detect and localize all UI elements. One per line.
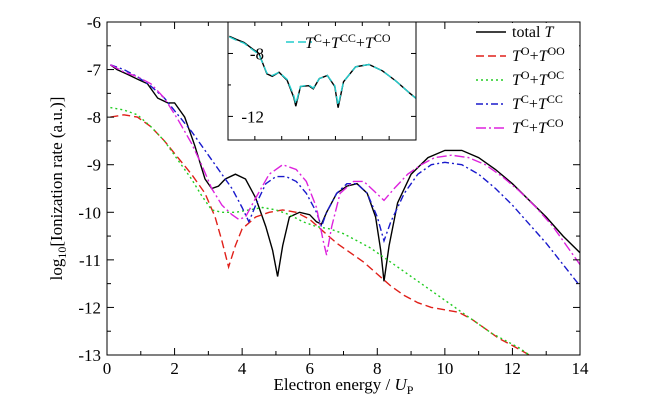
x-axis-title: Electron energy / UP: [274, 375, 414, 397]
main-chart: 0 2 4 6 8 10 12 14 -13 -12 -11 -10 -9 -8 -7 -6 Electron …: [47, 13, 589, 397]
inset-chart: -8 -12 TC+TCC+TCO: [227, 21, 417, 141]
series-line-t-c-t-co: [110, 64, 580, 266]
inset-y-tick-label: -8: [250, 44, 264, 63]
inset-legend: TC+TCC+TCO: [286, 31, 391, 52]
legend-background: [472, 23, 579, 145]
legend-label-total-t: total T: [512, 24, 554, 41]
legend-label-t-c-t-cc: TC+TCC: [512, 92, 563, 113]
y-tick-label: -10: [78, 203, 101, 222]
x-tick-label: 12: [504, 359, 521, 378]
series-line-t-c-t-cc: [110, 64, 580, 287]
y-tick-label: -13: [78, 346, 101, 365]
y-axis-title: log10[Ionization rate (a.u.)]: [47, 97, 69, 281]
inset-y-tick-label: -12: [241, 107, 264, 126]
x-tick-label: 4: [238, 359, 247, 378]
y-tick-label: -6: [87, 13, 101, 32]
y-tick-label: -12: [78, 298, 101, 317]
x-tick-label: 6: [305, 359, 314, 378]
inset-series-line-t-c-t-cc-t-co: [229, 36, 416, 107]
x-tick-label: 10: [436, 359, 453, 378]
series-line-t-o-t-oc: [110, 106, 530, 355]
series-line-total-t: [109, 64, 580, 282]
x-tick-label: 8: [373, 359, 382, 378]
legend: total T TO+TOO TO+TOC TC+TCC TC+TCO: [472, 23, 579, 145]
legend-label-t-o-t-oo: TO+TOO: [512, 44, 565, 65]
series-line-t-o-t-oo: [110, 114, 530, 355]
x-tick-label: 14: [572, 359, 590, 378]
x-tick-label: 2: [170, 359, 179, 378]
y-tick-label: -11: [79, 251, 101, 270]
x-tick-label: 0: [103, 359, 112, 378]
legend-label-t-o-t-oc: TO+TOC: [512, 68, 564, 89]
inset-background: [228, 22, 416, 140]
y-tick-label: -9: [87, 156, 101, 175]
inset-legend-label-t-c-t-cc-t-co: TC+TCC+TCO: [305, 31, 391, 52]
legend-label-t-c-t-co: TC+TCO: [512, 116, 564, 137]
y-tick-label: -7: [87, 61, 102, 80]
inset-frame: [227, 21, 417, 141]
y-tick-label: -8: [87, 108, 101, 127]
